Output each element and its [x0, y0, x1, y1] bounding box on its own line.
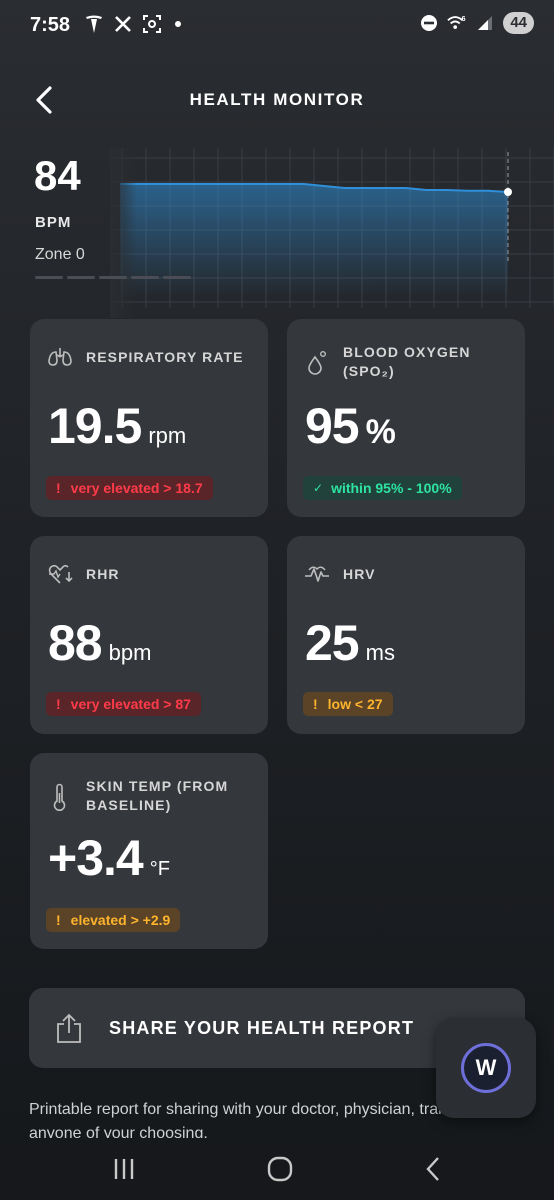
- status-bar: 7:58 6 44: [0, 0, 554, 54]
- metric-value: +3.4: [48, 830, 144, 886]
- heart-rate-unit: BPM: [35, 214, 72, 231]
- recent-apps-icon: [114, 1159, 134, 1179]
- recent-apps-button[interactable]: [104, 1154, 144, 1184]
- skin-temp-card[interactable]: SKIN TEMP (FROM BASELINE) +3.4 °F ! elev…: [30, 753, 268, 949]
- thermometer-icon: [53, 783, 66, 811]
- metric-unit: bpm: [108, 640, 152, 665]
- status-badge: ! very elevated > 87: [46, 692, 201, 716]
- wifi-6-icon: 6: [447, 12, 467, 34]
- back-icon: [426, 1157, 439, 1181]
- badge-text: very elevated > 87: [70, 696, 191, 712]
- heart-rate-zone: Zone 0: [35, 246, 85, 263]
- home-button[interactable]: [260, 1154, 300, 1184]
- card-title: HRV: [343, 566, 376, 582]
- card-header: RESPIRATORY RATE: [46, 343, 244, 371]
- lungs-icon: [48, 348, 72, 366]
- signal-icon: [475, 12, 495, 34]
- do-not-disturb-icon: [419, 12, 439, 34]
- card-header: HRV: [303, 560, 376, 588]
- blood-oxygen-card[interactable]: BLOOD OXYGEN (SPO₂) 95 % ✓ within 95% - …: [287, 319, 525, 517]
- metric-unit: rpm: [148, 423, 187, 448]
- zone-bar: [99, 276, 127, 279]
- zone-bars: [35, 276, 191, 279]
- x-icon: [113, 13, 133, 35]
- card-header: RHR: [46, 560, 120, 588]
- system-nav-bar: [0, 1140, 554, 1200]
- status-badge: ! elevated > +2.9: [46, 908, 181, 932]
- svg-text:6: 6: [462, 14, 466, 23]
- metric: 19.5 rpm: [48, 397, 186, 455]
- metric: 25 ms: [305, 614, 395, 672]
- status-badge: ✓ within 95% - 100%: [303, 476, 462, 500]
- assistant-bubble[interactable]: W: [436, 1018, 536, 1118]
- status-badge: ! very elevated > 18.7: [46, 476, 213, 500]
- metric-value: 25: [305, 615, 360, 671]
- assistant-button[interactable]: W: [461, 1043, 511, 1093]
- check-icon: ✓: [313, 481, 324, 495]
- tesla-icon: [84, 13, 104, 35]
- back-button[interactable]: [28, 82, 64, 118]
- card-title: SKIN TEMP (FROM BASELINE): [86, 778, 229, 813]
- heart-rate-value: 84: [34, 152, 81, 199]
- alert-icon: !: [56, 912, 61, 928]
- badge-text: very elevated > 18.7: [70, 480, 203, 496]
- status-right-icons: 6 44: [419, 12, 534, 34]
- header: HEALTH MONITOR: [0, 70, 554, 130]
- status-left-icons: [84, 13, 181, 35]
- system-back-button[interactable]: [414, 1154, 454, 1184]
- battery-indicator: 44: [503, 12, 534, 34]
- droplet-icon: [308, 351, 327, 375]
- chevron-left-icon: [36, 86, 52, 114]
- metric-unit: %: [365, 413, 396, 451]
- share-report-label: SHARE YOUR HEALTH REPORT: [109, 1018, 415, 1038]
- metric-value: 95: [305, 398, 360, 454]
- home-icon: [267, 1156, 293, 1182]
- notification-dot-icon: [175, 21, 181, 27]
- current-point: [504, 188, 512, 196]
- share-description: Printable report for sharing with your d…: [29, 1101, 487, 1138]
- page-title: HEALTH MONITOR: [189, 90, 365, 109]
- rhr-card[interactable]: RHR 88 bpm ! very elevated > 87: [30, 536, 268, 734]
- zone-bar: [163, 276, 191, 279]
- screenshot-icon: [142, 13, 162, 35]
- badge-text: low < 27: [327, 696, 383, 712]
- zone-bar: [35, 276, 63, 279]
- zone-bar: [131, 276, 159, 279]
- metric-unit: °F: [149, 858, 170, 880]
- card-header: BLOOD OXYGEN (SPO₂): [303, 343, 493, 381]
- alert-icon: !: [56, 480, 61, 496]
- alert-icon: !: [313, 696, 318, 712]
- metric: +3.4 °F: [48, 829, 170, 887]
- heartbeat-wave-icon: [305, 566, 329, 582]
- metric: 88 bpm: [48, 614, 151, 672]
- metric: 95 %: [305, 397, 396, 455]
- metric-value: 19.5: [48, 398, 142, 454]
- assistant-logo-icon: W: [475, 1055, 497, 1080]
- status-badge: ! low < 27: [303, 692, 393, 716]
- heart-down-icon: [48, 564, 73, 584]
- heart-rate-chart: [110, 148, 554, 318]
- share-icon: [57, 1013, 81, 1043]
- card-title: RHR: [86, 566, 120, 582]
- status-time: 7:58: [30, 14, 71, 36]
- metric-value: 88: [48, 615, 103, 671]
- hrv-card[interactable]: HRV 25 ms ! low < 27: [287, 536, 525, 734]
- chart-fade: [110, 148, 260, 318]
- alert-icon: !: [56, 696, 61, 712]
- badge-text: within 95% - 100%: [331, 480, 452, 496]
- metric-unit: ms: [365, 640, 395, 665]
- card-header: SKIN TEMP (FROM BASELINE): [46, 777, 246, 815]
- respiratory-rate-card[interactable]: RESPIRATORY RATE 19.5 rpm ! very elevate…: [30, 319, 268, 517]
- card-title: BLOOD OXYGEN (SPO₂): [343, 344, 471, 379]
- heart-rate-section: 84 BPM Zone 0: [0, 148, 554, 318]
- card-title: RESPIRATORY RATE: [86, 349, 244, 365]
- zone-bar: [67, 276, 95, 279]
- badge-text: elevated > +2.9: [70, 912, 171, 928]
